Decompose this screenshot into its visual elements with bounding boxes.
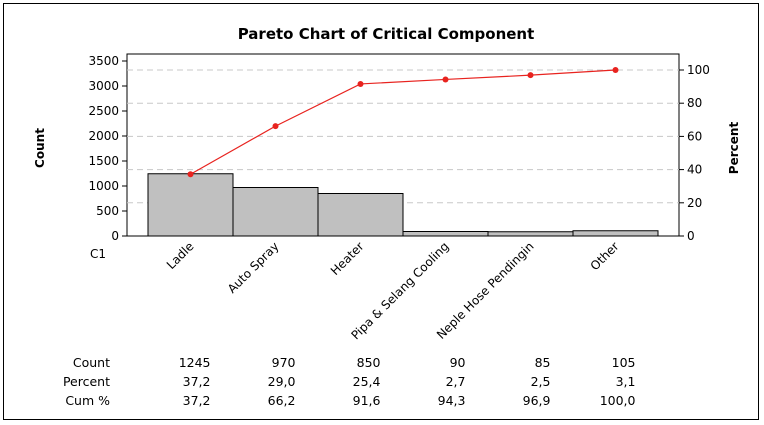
table-cell: 970	[272, 355, 296, 370]
cum-line	[190, 69, 616, 175]
category-label: Auto Spray	[225, 239, 282, 296]
bar	[232, 187, 319, 237]
cum-point	[442, 76, 449, 83]
bar	[147, 173, 234, 237]
table-cell: 100,0	[600, 393, 636, 408]
bar	[572, 230, 659, 237]
table-cell: 91,6	[353, 393, 381, 408]
cum-point	[187, 171, 194, 178]
y2-tick-label: 0	[687, 229, 695, 243]
y-tick-label: 3500	[88, 54, 119, 68]
table-cell: 25,4	[353, 374, 381, 389]
y2-tick-label: 20	[687, 196, 702, 210]
y2-tick-label: 40	[687, 163, 702, 177]
category-label: Pipa & Selang Cooling	[348, 239, 451, 342]
bar	[317, 193, 404, 237]
y-tick-label: 2500	[88, 104, 119, 118]
y-tick-label: 3000	[88, 79, 119, 93]
table-cell: 2,7	[446, 374, 466, 389]
table-cell: 29,0	[268, 374, 296, 389]
table-cell: 90	[450, 355, 466, 370]
y2-tick-label: 60	[687, 129, 702, 143]
y-axis-title: Count	[33, 128, 47, 168]
category-label: Other	[588, 239, 622, 273]
y2-axis-title: Percent	[727, 122, 741, 175]
table-cell: 2,5	[531, 374, 551, 389]
table-row-label: Count	[73, 355, 110, 370]
category-label: Neple Hose Pendingin	[434, 239, 537, 342]
chart-title: Pareto Chart of Critical Component	[238, 25, 535, 43]
y-tick-label: 0	[111, 229, 119, 243]
table-cell: 37,2	[183, 393, 211, 408]
table-cell: 96,9	[523, 393, 551, 408]
cum-point	[527, 72, 534, 79]
table-cell: 1245	[179, 355, 211, 370]
table-cell: 850	[357, 355, 381, 370]
table-row-label: Percent	[63, 374, 110, 389]
cum-point	[357, 80, 364, 87]
y-tick-label: 1500	[88, 154, 119, 168]
y-tick-label: 500	[96, 204, 119, 218]
cum-point	[612, 67, 619, 73]
table-cell: 37,2	[183, 374, 211, 389]
y2-tick-label: 80	[687, 96, 702, 110]
table-row-label: Cum %	[65, 393, 110, 408]
x-axis-title: C1	[90, 247, 106, 261]
table-cell: 105	[612, 355, 636, 370]
category-label: Heater	[328, 239, 367, 278]
cum-point	[272, 123, 279, 130]
table-cell: 3,1	[616, 374, 636, 389]
table-cell: 66,2	[268, 393, 296, 408]
table-cell: 85	[535, 355, 551, 370]
y2-tick-label: 100	[687, 63, 710, 77]
bar	[487, 231, 574, 237]
bar	[402, 231, 489, 237]
category-label: Ladle	[164, 239, 197, 272]
table-cell: 94,3	[438, 393, 466, 408]
y-tick-label: 1000	[88, 179, 119, 193]
y-tick-label: 2000	[88, 129, 119, 143]
